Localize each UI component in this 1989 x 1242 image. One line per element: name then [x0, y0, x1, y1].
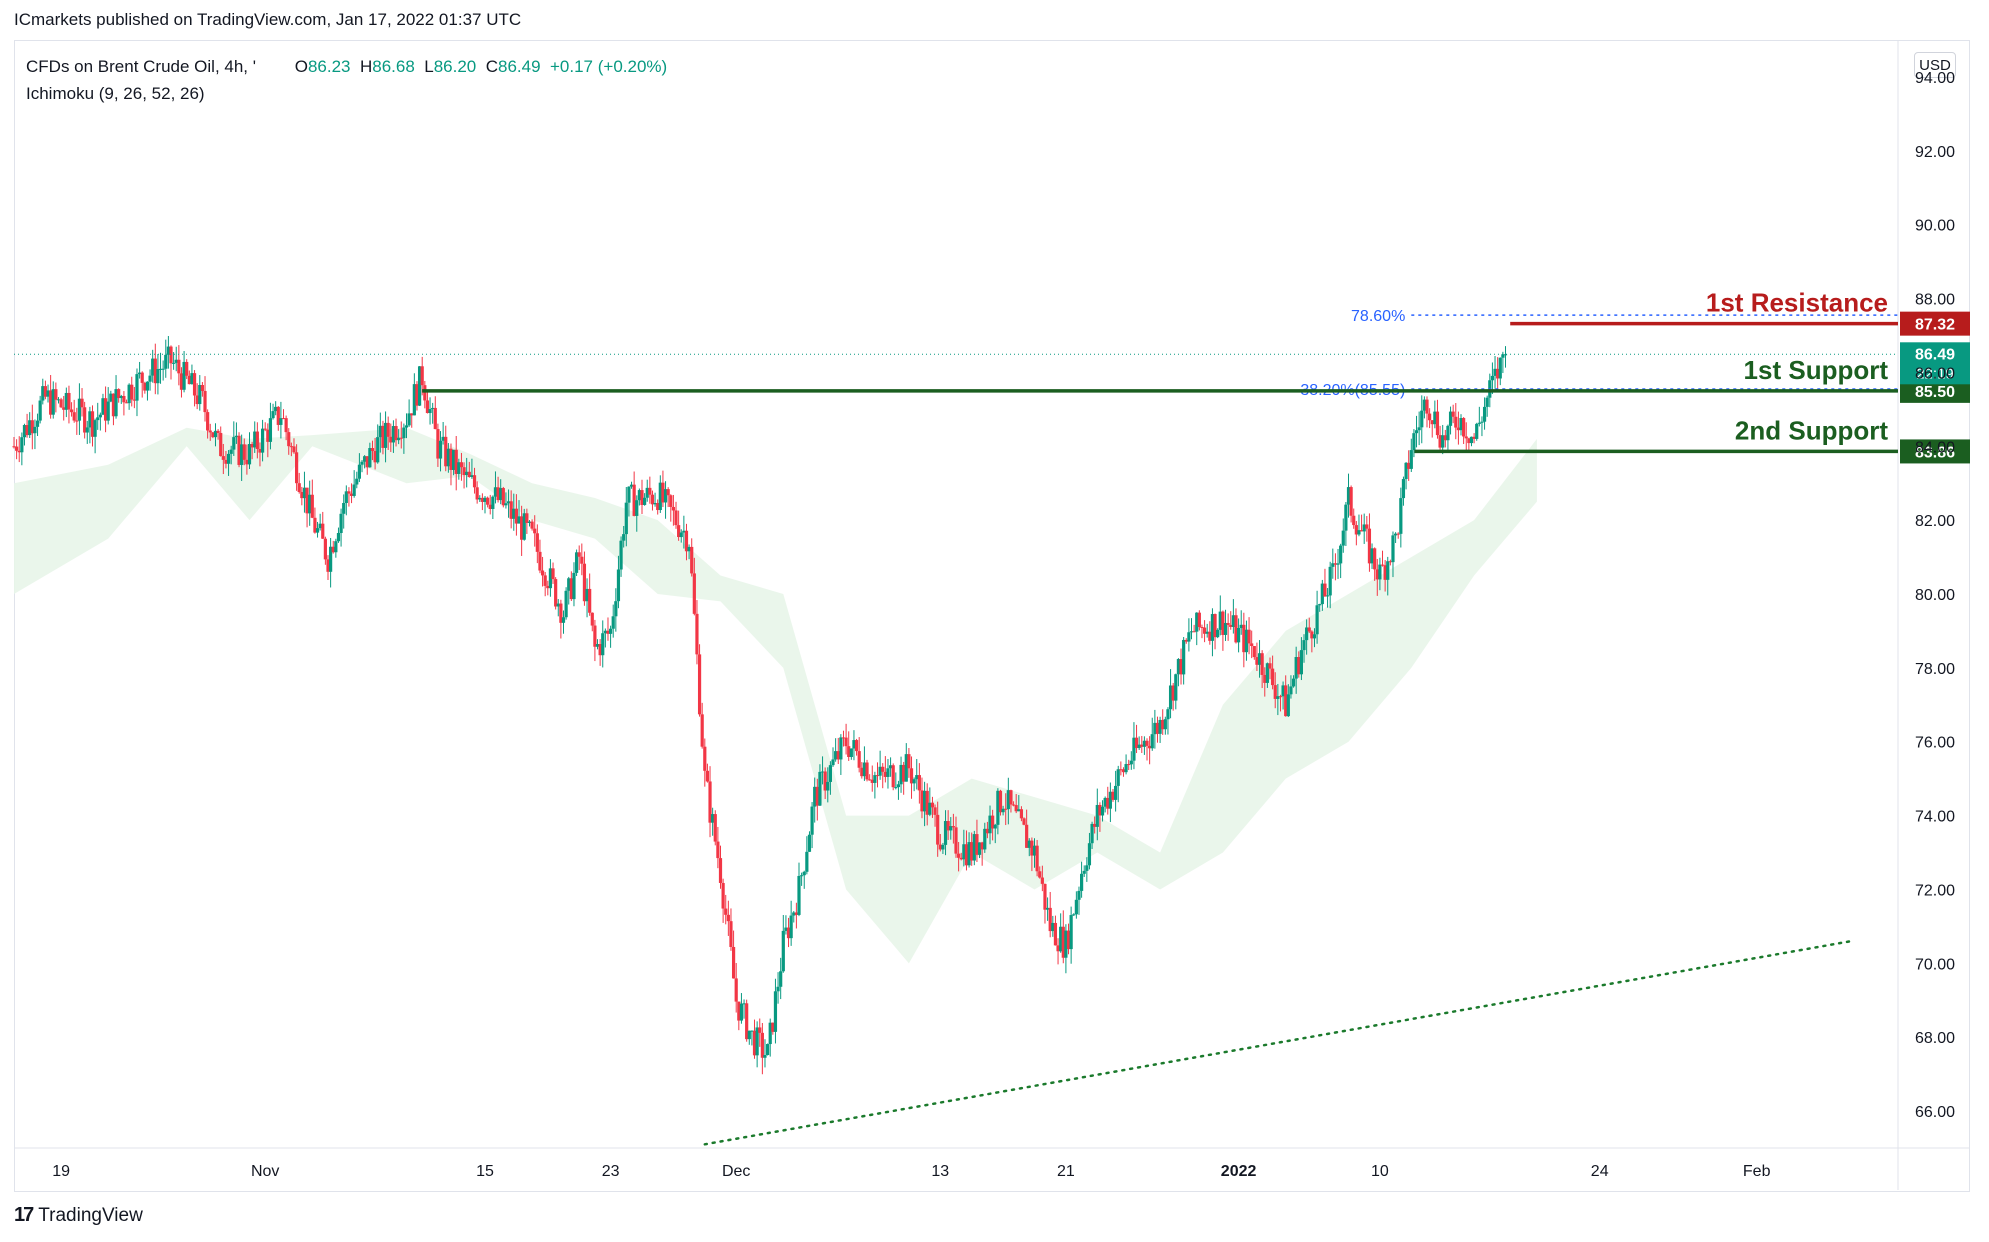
legend-ohlc-row: CFDs on Brent Crude Oil, 4h, ' O86.23 H8…: [26, 53, 667, 80]
tradingview-logo-text: TradingView: [38, 1204, 143, 1226]
footer: 17 TradingView: [14, 1204, 143, 1227]
legend-open-label: O: [294, 57, 308, 76]
legend-high-value: 86.68: [372, 57, 415, 76]
published-by-text: ICmarkets published on TradingView.com, …: [14, 10, 522, 29]
currency-button[interactable]: USD: [1914, 52, 1956, 78]
legend-close-label: C: [485, 57, 498, 76]
chart-legend: CFDs on Brent Crude Oil, 4h, ' O86.23 H8…: [26, 53, 667, 107]
legend-change-value: +0.17 (+0.20%): [550, 57, 668, 76]
legend-low-value: 86.20: [433, 57, 477, 76]
legend-open-value: 86.23: [307, 57, 351, 76]
legend-low-label: L: [424, 57, 434, 76]
legend-symbol[interactable]: CFDs on Brent Crude Oil, 4h, ': [26, 57, 256, 76]
legend-high-label: H: [359, 57, 373, 76]
chart-frame[interactable]: [14, 40, 1970, 1192]
legend-indicator[interactable]: Ichimoku (9, 26, 52, 26): [26, 84, 205, 103]
legend-close-value: 86.49: [498, 57, 541, 76]
tradingview-logo-icon: 17: [14, 1204, 34, 1226]
